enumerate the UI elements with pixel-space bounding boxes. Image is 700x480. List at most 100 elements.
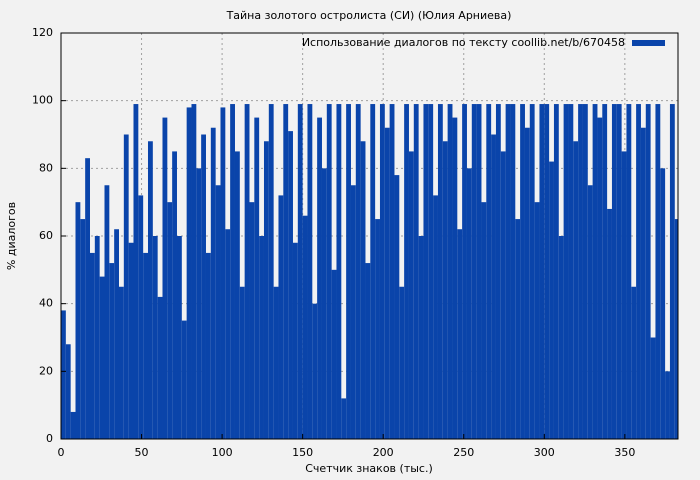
x-tick-label: 100: [212, 446, 233, 459]
bar: [640, 127, 646, 439]
bar: [104, 185, 110, 439]
bar: [172, 151, 177, 439]
bar: [70, 411, 76, 439]
bar: [85, 158, 90, 439]
bar: [568, 104, 574, 440]
bar: [384, 127, 390, 439]
bar: [138, 195, 144, 439]
x-tick-label: 0: [58, 446, 65, 459]
bar: [597, 117, 603, 439]
bar: [611, 104, 617, 440]
x-tick-label: 300: [534, 446, 555, 459]
bar: [249, 202, 255, 439]
y-tick-label: 120: [32, 26, 53, 39]
bar: [375, 219, 380, 439]
bar: [394, 175, 400, 439]
y-axis-label: % диалогов: [5, 202, 18, 270]
bar: [114, 229, 119, 439]
bar: [476, 104, 482, 440]
bar: [549, 161, 554, 440]
bar: [558, 236, 564, 439]
bar: [447, 104, 453, 440]
bar: [230, 104, 235, 440]
bar: [505, 104, 511, 440]
bar: [201, 134, 206, 439]
bar: [278, 195, 284, 439]
bar: [167, 202, 173, 439]
bar: [259, 236, 264, 439]
bar: [669, 104, 675, 440]
bar: [578, 104, 583, 440]
bar: [94, 236, 100, 439]
bar: [471, 104, 477, 440]
bar: [273, 286, 279, 439]
bar: [128, 242, 134, 439]
bar: [239, 286, 245, 439]
bar: [631, 286, 637, 439]
bar: [602, 104, 608, 440]
x-tick-label: 50: [135, 446, 149, 459]
bars: [60, 32, 678, 440]
bar: [157, 296, 163, 439]
bar: [660, 168, 666, 440]
bar: [99, 276, 105, 439]
bar: [645, 104, 651, 440]
bar: [336, 104, 342, 440]
bar: [109, 263, 115, 439]
bar: [152, 236, 158, 439]
bar: [321, 168, 327, 440]
bar: [191, 104, 197, 440]
bar: [413, 104, 419, 440]
bar: [428, 104, 434, 440]
bar: [389, 104, 395, 440]
bar: [442, 141, 448, 439]
y-tick-label: 0: [46, 432, 53, 445]
bar: [592, 104, 598, 440]
bar: [283, 104, 289, 440]
bar: [341, 398, 347, 439]
bar: [520, 104, 525, 440]
bar: [307, 104, 313, 440]
bar: [587, 185, 593, 439]
legend-label: Использование диалогов по тексту coollib…: [302, 36, 625, 49]
bar: [616, 104, 622, 440]
bar: [399, 286, 405, 439]
bar: [89, 252, 95, 439]
bar: [75, 202, 81, 439]
bar: [655, 104, 661, 440]
bar: [355, 104, 361, 440]
bar: [331, 269, 337, 439]
bar: [563, 104, 569, 440]
bar: [176, 236, 182, 439]
bar: [408, 151, 414, 439]
bar: [118, 286, 124, 439]
bar: [181, 320, 187, 439]
bar: [61, 310, 66, 439]
x-tick-label: 250: [453, 446, 474, 459]
bar: [317, 117, 322, 439]
bar: [553, 104, 559, 440]
bar: [196, 168, 202, 440]
bar: [423, 104, 429, 440]
bar: [510, 104, 516, 440]
bar: [350, 185, 356, 439]
bar: [452, 117, 458, 439]
bar: [418, 236, 424, 439]
bar: [573, 141, 579, 439]
bar: [524, 127, 530, 439]
x-tick-label: 350: [614, 446, 635, 459]
bar: [495, 104, 501, 440]
y-tick-label: 40: [39, 297, 53, 310]
bar: [297, 104, 303, 440]
bar: [263, 141, 269, 439]
bar: [379, 104, 385, 440]
bar: [147, 141, 153, 439]
bar: [515, 219, 521, 439]
legend-swatch: [632, 40, 665, 46]
y-tick-label: 20: [39, 364, 53, 377]
bar: [437, 104, 443, 440]
bar: [225, 229, 231, 439]
bar: [539, 104, 545, 440]
x-axis-label: Счетчик знаков (тыс.): [305, 462, 433, 475]
bar: [462, 104, 467, 440]
